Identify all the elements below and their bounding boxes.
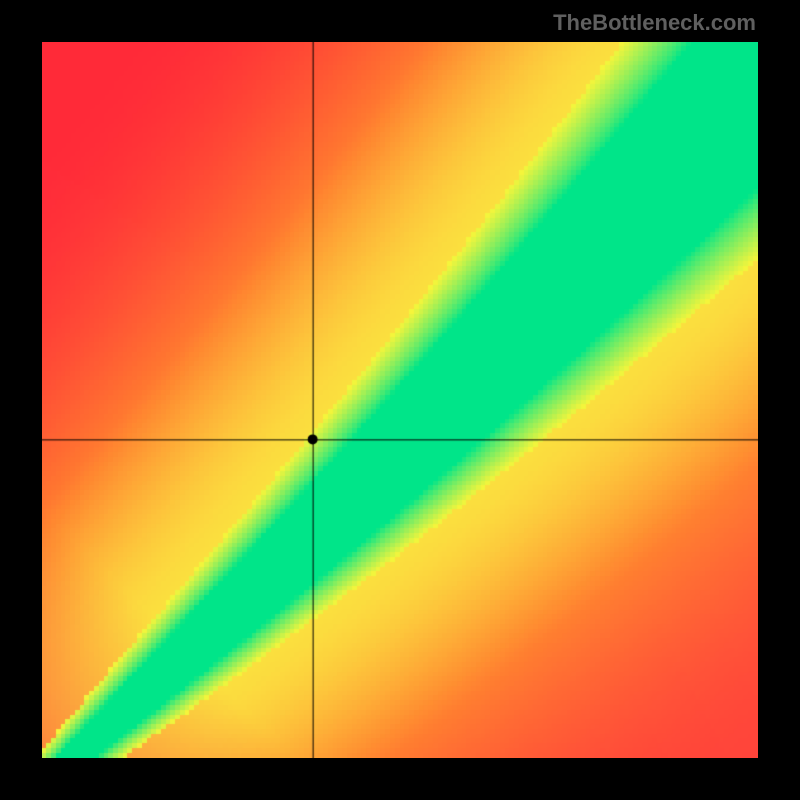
watermark-text: TheBottleneck.com (553, 10, 756, 36)
bottleneck-heatmap (42, 42, 758, 758)
